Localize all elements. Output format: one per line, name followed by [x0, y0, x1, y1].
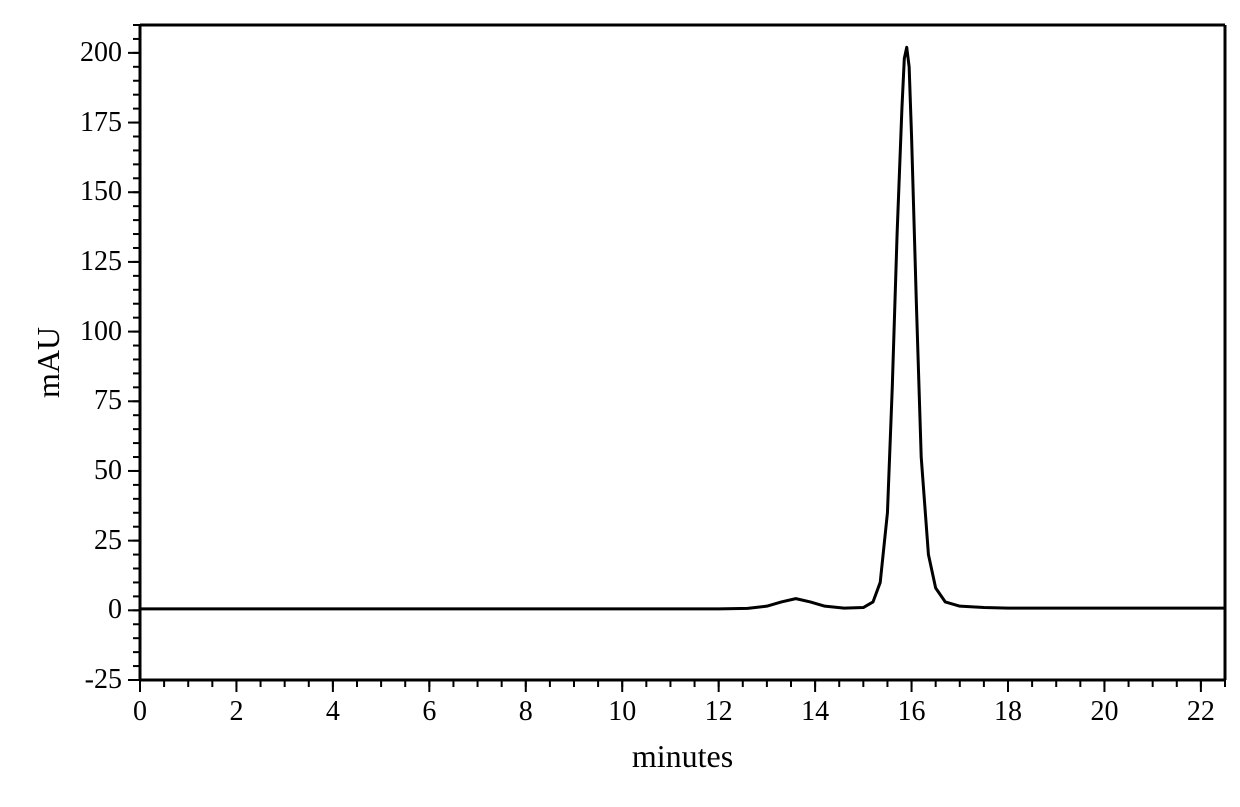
x-tick-label: 10	[608, 696, 636, 728]
x-tick-label: 12	[705, 696, 733, 728]
x-tick-label: 22	[1187, 696, 1215, 728]
y-tick-label: 175	[80, 107, 122, 139]
x-tick-label: 6	[422, 696, 436, 728]
chromatogram-chart: mAU minutes 0 2 4 6 8 10 12 14 16 18 20 22 -25 0 25 50 7…	[0, 0, 1240, 807]
y-tick-label: 150	[80, 176, 122, 208]
y-tick-label: 200	[80, 37, 122, 69]
x-tick-label: 16	[898, 696, 926, 728]
chart-svg	[0, 0, 1240, 807]
x-tick-label: 14	[801, 696, 829, 728]
x-tick-label: 0	[133, 696, 147, 728]
x-axis-label: minutes	[632, 738, 733, 775]
x-tick-label: 2	[229, 696, 243, 728]
y-axis-label: mAU	[30, 326, 67, 397]
y-tick-label: -25	[85, 664, 122, 696]
y-tick-label: 50	[94, 455, 122, 487]
y-tick-label: 125	[80, 246, 122, 278]
x-tick-label: 4	[326, 696, 340, 728]
y-tick-label: 100	[80, 316, 122, 348]
x-tick-label: 20	[1090, 696, 1118, 728]
y-tick-label: 25	[94, 525, 122, 557]
y-tick-label: 0	[108, 594, 122, 626]
x-tick-label: 18	[994, 696, 1022, 728]
y-tick-label: 75	[94, 385, 122, 417]
x-tick-label: 8	[519, 696, 533, 728]
